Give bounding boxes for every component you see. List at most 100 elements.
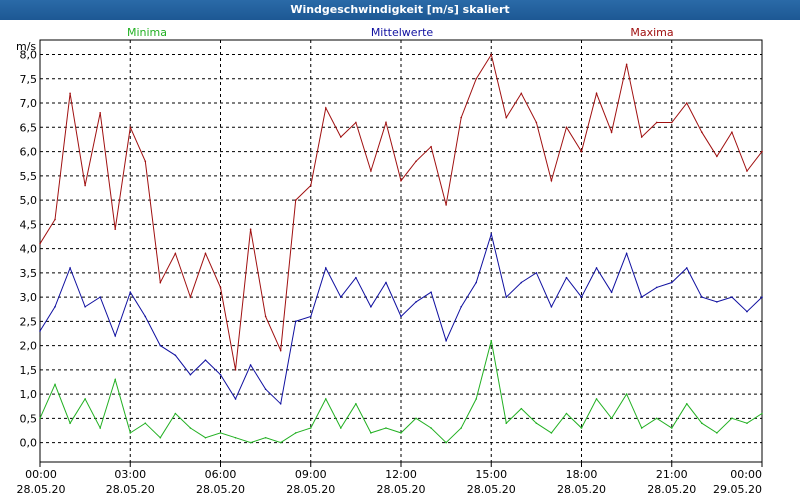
x-tick-time: 00:00 [25, 468, 57, 481]
y-tick-label: 7,5 [20, 73, 38, 86]
data-point-mittelwerte [279, 402, 282, 405]
data-point-maxima [204, 252, 207, 255]
data-point-mittelwerte [264, 388, 267, 391]
data-point-maxima [625, 63, 628, 66]
data-point-minima [294, 432, 297, 434]
data-point-minima [69, 422, 71, 424]
data-point-maxima [565, 126, 568, 129]
data-point-maxima [279, 349, 282, 352]
data-point-maxima [580, 150, 583, 153]
legend-mittelwerte: Mittelwerte [371, 26, 434, 39]
data-point-mittelwerte [505, 296, 508, 298]
y-axis-label: m/s [16, 40, 36, 53]
x-tick-time: 12:00 [385, 468, 417, 481]
data-point-minima [445, 441, 447, 444]
data-point-maxima [520, 92, 523, 95]
y-tick-label: 6,0 [20, 146, 38, 159]
data-point-maxima [144, 160, 147, 163]
legend-maxima: Maxima [630, 26, 673, 39]
y-tick-label: 2,0 [20, 340, 38, 353]
data-point-mittelwerte [189, 373, 192, 376]
data-point-maxima [114, 228, 117, 230]
data-point-maxima [640, 136, 643, 138]
data-point-mittelwerte [595, 267, 598, 269]
x-tick-date: 28.05.20 [196, 483, 245, 496]
data-point-maxima [294, 199, 297, 201]
data-point-maxima [475, 78, 478, 80]
data-point-mittelwerte [114, 335, 117, 337]
data-point-mittelwerte [430, 291, 432, 294]
data-point-maxima [189, 296, 192, 298]
data-point-maxima [610, 131, 613, 133]
data-point-mittelwerte [385, 281, 387, 284]
data-point-mittelwerte [129, 291, 132, 294]
x-tick-time: 15:00 [475, 468, 507, 481]
data-point-mittelwerte [580, 296, 583, 298]
data-point-mittelwerte [746, 310, 748, 313]
data-point-maxima [400, 179, 402, 182]
data-point-minima [189, 427, 192, 429]
data-point-maxima [415, 160, 417, 163]
data-point-mittelwerte [39, 330, 41, 332]
x-tick-date: 28.05.20 [647, 483, 696, 496]
x-tick-time: 06:00 [205, 468, 237, 481]
data-point-mittelwerte [565, 276, 568, 279]
data-point-mittelwerte [655, 286, 658, 289]
data-point-minima [580, 427, 583, 429]
data-point-maxima [159, 281, 162, 284]
data-point-maxima [370, 170, 372, 172]
data-point-minima [460, 427, 462, 429]
data-point-minima [234, 436, 237, 439]
data-point-maxima [385, 121, 387, 124]
grid [40, 40, 762, 462]
axes: 0,0 0,5 1,0 1,5 2,0 2,5 3,0 3,5 4,0 4,5 5,0 5,5 6,0 6… [17, 39, 763, 496]
data-point-mittelwerte [550, 305, 553, 308]
data-point-maxima [249, 228, 252, 230]
data-point-mittelwerte [490, 233, 493, 235]
data-point-mittelwerte [761, 296, 763, 298]
data-point-minima [685, 402, 688, 405]
legend-minima: Minima [127, 26, 167, 39]
data-point-maxima [324, 107, 327, 109]
data-point-maxima [445, 204, 447, 206]
data-point-mittelwerte [355, 276, 357, 279]
data-point-mittelwerte [144, 315, 147, 318]
chart-frame [0, 20, 800, 500]
y-tick-label: 1,5 [20, 364, 38, 377]
data-point-mittelwerte [400, 315, 402, 318]
data-point-minima [385, 427, 387, 429]
series-line-minima [39, 340, 763, 444]
data-point-mittelwerte [204, 359, 207, 361]
data-point-maxima [761, 150, 763, 153]
data-point-mittelwerte [415, 301, 417, 303]
x-tick-date: 28.05.20 [17, 483, 66, 496]
y-tick-label: 7,0 [20, 97, 38, 110]
data-point-maxima [701, 131, 703, 133]
data-point-mittelwerte [670, 281, 673, 284]
y-tick-label: 4,5 [20, 218, 38, 231]
data-point-maxima [174, 252, 177, 255]
data-point-minima [249, 441, 252, 444]
data-point-maxima [716, 155, 718, 158]
data-point-maxima [54, 218, 56, 221]
series-layer [39, 53, 763, 444]
data-point-minima [610, 417, 613, 420]
data-point-minima [99, 427, 101, 429]
data-point-maxima [219, 286, 222, 289]
data-point-minima [204, 436, 207, 439]
data-point-mittelwerte [54, 305, 56, 308]
data-point-minima [520, 407, 523, 410]
data-point-maxima [731, 131, 733, 133]
data-point-minima [219, 432, 222, 434]
y-tick-label: 5,0 [20, 194, 38, 207]
data-point-minima [355, 402, 357, 405]
data-point-mittelwerte [159, 344, 162, 347]
data-point-minima [159, 436, 162, 439]
data-point-minima [340, 427, 342, 429]
data-point-mittelwerte [625, 252, 628, 255]
x-tick-date: 28.05.20 [557, 483, 606, 496]
data-point-mittelwerte [84, 305, 86, 308]
data-point-minima [731, 417, 733, 420]
data-point-maxima [340, 136, 342, 138]
